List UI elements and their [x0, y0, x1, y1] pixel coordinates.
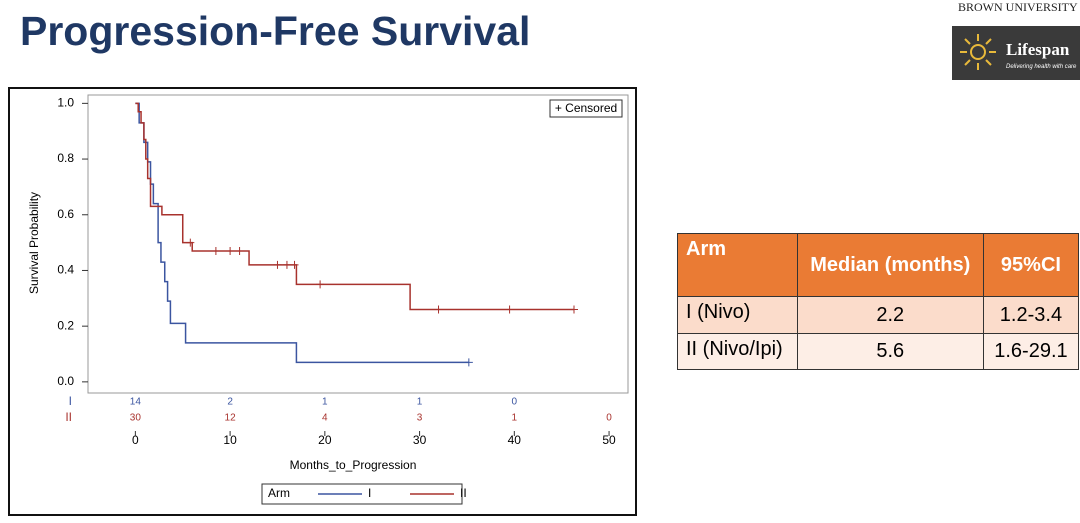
table-cell: 5.6: [796, 333, 984, 370]
y-tick-label: 0.0: [57, 374, 74, 388]
median-table: Arm Median (months) 95%CI I (Nivo) 2.2 1.2-3.…: [677, 233, 1080, 370]
at-risk-count: 4: [322, 413, 328, 424]
at-risk-count: 12: [225, 413, 237, 424]
censor-mark: [505, 305, 514, 314]
lifespan-logo: Lifespan Delivering health with care: [952, 26, 1080, 80]
at-risk-count: 2: [227, 397, 233, 408]
x-tick-label: 50: [602, 433, 616, 447]
y-tick-label: 0.8: [57, 151, 74, 165]
at-risk-count: 0: [606, 413, 612, 424]
table-header-cell: 95%CI: [982, 233, 1080, 297]
censor-mark: [570, 305, 578, 314]
y-tick-label: 0.6: [57, 207, 74, 221]
legend-label: II: [460, 486, 467, 500]
at-risk-row-label: II: [65, 410, 72, 424]
y-tick-label: 0.2: [57, 318, 74, 332]
brown-logo: BROWN UNIVERSITY: [958, 0, 1080, 18]
survival-curve: [135, 102, 574, 311]
logo-text: Lifespan: [1006, 40, 1070, 59]
x-axis-label: Months_to_Progression: [290, 458, 417, 472]
table-header-cell: Arm: [677, 233, 798, 297]
legend-label: I: [368, 486, 371, 500]
chart-frame: [8, 87, 637, 516]
x-tick-label: 0: [132, 433, 139, 447]
at-risk-row-label: I: [69, 394, 72, 408]
table-cell: 2.2: [796, 296, 984, 334]
y-tick-label: 0.4: [57, 263, 74, 277]
table-header-cell: Median (months): [796, 233, 984, 297]
plot-frame: [87, 94, 629, 394]
censor-mark: [282, 260, 291, 269]
table-cell: II (Nivo/Ipi): [677, 333, 798, 370]
at-risk-count: 3: [417, 413, 423, 424]
x-tick-label: 30: [413, 433, 427, 447]
censored-legend: [549, 99, 623, 118]
x-tick-label: 20: [318, 433, 332, 447]
logo-text: BROWN UNIVERSITY: [958, 0, 1078, 14]
at-risk-count: 1: [417, 397, 423, 408]
table-row: II (Nivo/Ipi) 5.6 1.6-29.1: [677, 333, 1080, 370]
logo-sun: [960, 34, 996, 70]
censor-mark: [434, 305, 443, 314]
censor-mark: [464, 358, 473, 367]
table-row: I (Nivo) 2.2 1.2-3.4: [677, 296, 1080, 334]
at-risk-count: 30: [130, 413, 142, 424]
x-tick-label: 10: [223, 433, 237, 447]
table-cell: 1.2-3.4: [982, 296, 1080, 334]
y-tick-label: 1.0: [57, 96, 74, 110]
table-cell: I (Nivo): [677, 296, 798, 334]
y-axis-label: Survival Probability: [27, 192, 41, 294]
censor-mark: [290, 260, 299, 269]
censor-mark: [273, 260, 282, 269]
survival-curve: [135, 102, 469, 364]
at-risk-count: 14: [130, 397, 142, 408]
censor-mark: [186, 238, 195, 247]
censor-mark: [226, 246, 235, 255]
at-risk-count: 1: [322, 397, 328, 408]
legend-title: Arm: [268, 486, 290, 500]
at-risk-count: 0: [512, 397, 518, 408]
censor-mark: [211, 246, 220, 255]
at-risk-count: 1: [512, 413, 518, 424]
censor-mark: [316, 280, 325, 289]
x-tick-label: 40: [508, 433, 522, 447]
censor-mark: [235, 246, 244, 255]
logo-tagline: Delivering health with care: [1006, 64, 1077, 70]
censored-legend-text: + Censored: [555, 101, 617, 115]
table-cell: 1.6-29.1: [982, 333, 1080, 370]
slide-title: Progression-Free Survival: [20, 8, 531, 54]
